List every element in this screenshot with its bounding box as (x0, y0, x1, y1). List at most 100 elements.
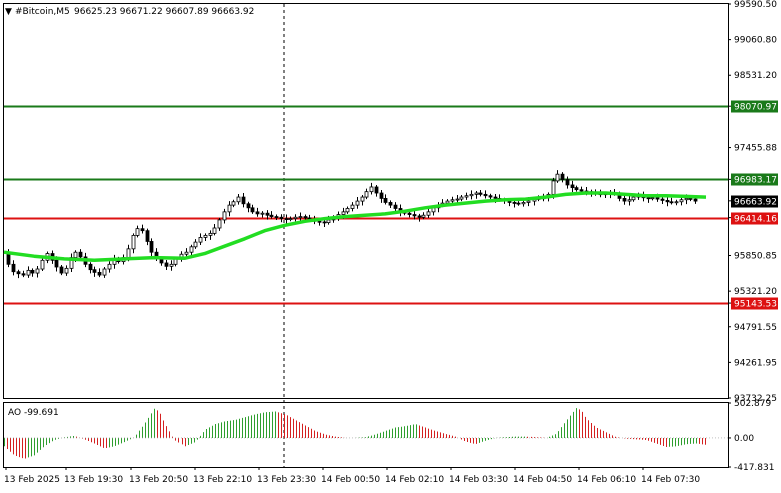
candle-body (684, 198, 689, 201)
x-axis: 13 Feb 2025 13 Feb 19:30 13 Feb 20:50 13 Fe… (4, 467, 700, 485)
level-price-label: 98070.97 (734, 103, 777, 113)
candle-body (483, 193, 488, 197)
candle-body (102, 268, 107, 276)
candle-body (341, 211, 346, 215)
y-tick-label: 99590.50 (734, 0, 777, 10)
level-price-tag (731, 297, 778, 310)
candle-body (679, 199, 684, 203)
ao-tick-label: 0.00 (734, 434, 754, 444)
candles-layer (6, 170, 698, 279)
x-tick-label: 13 Feb 2025 (4, 475, 60, 485)
candle-body (217, 219, 222, 229)
candle-body (140, 228, 145, 232)
candle-body (355, 200, 360, 206)
x-tick-label: 14 Feb 06:10 (577, 475, 636, 485)
candle-body (407, 212, 412, 215)
candle-body (369, 186, 374, 193)
candle-body (646, 197, 651, 200)
symbol-icon: ▼ (5, 7, 12, 17)
candle-body (164, 262, 169, 267)
candle-body (59, 266, 64, 274)
level-price-label: 96414.16 (734, 215, 777, 225)
candle-body (21, 273, 26, 276)
level-price-label: 96983.17 (734, 176, 777, 186)
candle-body (246, 203, 251, 209)
ao-layer: 502.879 0.00 -417.831 (4, 399, 774, 473)
candle-body (374, 186, 379, 194)
levels-layer: 98070.97 96983.17 96414.16 95143.53 96663.92 (4, 100, 778, 310)
candle-body (284, 218, 289, 220)
candle-body (260, 212, 265, 215)
candle-body (665, 200, 670, 203)
candle-body (73, 251, 78, 258)
candle-body (455, 198, 460, 201)
candle-body (279, 216, 284, 219)
y-tick-label: 95850.85 (734, 252, 777, 262)
candle-body (26, 269, 31, 276)
candle-body (208, 232, 213, 236)
y-tick-label: 94261.95 (734, 358, 777, 368)
candle-body (574, 187, 579, 191)
candle-body (426, 211, 431, 216)
y-tick-label: 97455.88 (734, 144, 777, 154)
candle-body (64, 267, 69, 274)
candle-body (227, 204, 232, 213)
y-tick-label: 93732.25 (734, 394, 777, 404)
candle-body (135, 228, 140, 236)
x-tick-label: 13 Feb 22:10 (193, 475, 252, 485)
candle-body (521, 202, 526, 205)
candle-body (236, 196, 241, 203)
candle-body (693, 198, 698, 202)
candle-body (169, 263, 174, 267)
candle-body (222, 211, 227, 221)
x-tick-label: 14 Feb 07:30 (641, 475, 700, 485)
candle-body (388, 202, 393, 206)
ao-panel-frame (3, 402, 729, 468)
candle-body (97, 271, 102, 276)
ao-tick-label: -417.831 (734, 463, 774, 473)
candle-body (627, 199, 632, 202)
candle-body (231, 201, 236, 206)
candle-body (131, 234, 136, 250)
candle-body (203, 234, 208, 238)
candle-body (145, 230, 150, 242)
candle-body (622, 198, 627, 202)
x-tick-label: 14 Feb 02:10 (385, 475, 444, 485)
candle-body (288, 218, 293, 220)
x-tick-label: 14 Feb 00:50 (321, 475, 380, 485)
current-price-tag (731, 195, 778, 208)
candle-body (30, 269, 35, 274)
candle-body (241, 196, 246, 205)
candle-body (464, 195, 469, 198)
candle-body (493, 196, 498, 199)
candle-body (660, 198, 665, 201)
y-tick-label: 94791.55 (734, 323, 777, 333)
candle-body (393, 204, 398, 209)
candle-body (107, 263, 112, 270)
candle-body (126, 248, 131, 258)
ao-tick-label: 502.879 (734, 399, 771, 409)
ma-layer (3, 191, 707, 263)
level-price-tag (731, 100, 778, 113)
candle-body (322, 221, 327, 224)
candle-body (379, 192, 384, 199)
candle-body (35, 268, 40, 274)
candle-body (555, 173, 560, 182)
y-tick-label: 99060.80 (734, 36, 777, 46)
candle-body (298, 216, 303, 218)
candle-body (474, 192, 479, 195)
candle-body (250, 207, 255, 213)
candle-body (655, 197, 660, 200)
ao-label: AO -99.691 (8, 408, 59, 418)
chart-symbol-title: #Bitcoin,M5 (15, 7, 70, 17)
candle-body (579, 189, 584, 192)
ohlc-readout: 96625.23 96671.22 96607.89 96663.92 (74, 7, 254, 17)
candle-body (293, 216, 298, 219)
x-tick-label: 14 Feb 04:50 (513, 475, 572, 485)
candle-body (345, 208, 350, 213)
candle-body (360, 196, 365, 202)
level-price-tag (731, 173, 778, 186)
candle-body (469, 193, 474, 197)
